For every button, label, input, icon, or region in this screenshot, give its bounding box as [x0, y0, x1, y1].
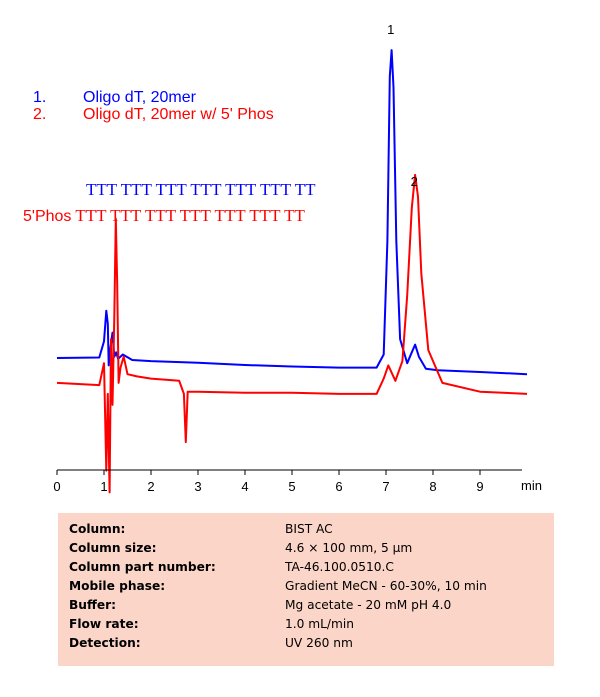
info-value: Gradient MeCN - 60-30%, 10 min	[285, 579, 487, 593]
info-value: TA-46.100.0510.C	[285, 560, 394, 574]
x-tick-layer: 0 1 2 3 4 5 6 7 8 9	[53, 470, 484, 494]
x-tick-label: 6	[335, 479, 342, 494]
peak-label-1: 1	[387, 22, 394, 37]
peak-label-2: 2	[411, 174, 418, 189]
info-row-column-part-number: Column part number: TA-46.100.0510.C	[58, 560, 554, 578]
info-label: Column size:	[69, 541, 157, 555]
x-tick-label: 0	[53, 479, 60, 494]
info-row-mobile-phase: Mobile phase: Gradient MeCN - 60-30%, 10…	[58, 579, 554, 597]
info-row-column: Column: BIST AC	[58, 522, 554, 540]
chromatogram-chart: 0 1 2 3 4 5 6 7 8 9 min 1 2	[53, 22, 542, 494]
x-tick-label: 8	[429, 479, 436, 494]
info-label: Buffer:	[69, 598, 116, 612]
sequence-blue: TTT TTT TTT TTT TTT TTT TT	[86, 180, 316, 200]
info-value: 1.0 mL/min	[285, 617, 355, 631]
info-label: Flow rate:	[69, 617, 139, 631]
x-tick-label: 2	[147, 479, 154, 494]
series-line-2	[56, 173, 528, 494]
info-label: Column part number:	[69, 560, 216, 574]
info-value: BIST AC	[285, 522, 333, 536]
x-tick-label: 7	[382, 479, 389, 494]
legend-text-1: Oligo dT, 20mer	[83, 89, 196, 106]
info-label: Column:	[69, 522, 126, 536]
info-row-buffer: Buffer: Mg acetate - 20 mM pH 4.0	[58, 598, 554, 616]
sequence-red-prefix: 5'Phos	[23, 208, 72, 225]
x-tick-label: 3	[194, 479, 201, 494]
x-tick-label: 4	[241, 479, 248, 494]
sequence-red: 5'Phos TTT TTT TTT TTT TTT TTT TT	[23, 206, 305, 226]
x-axis-label: min	[521, 478, 542, 493]
x-tick-label: 9	[476, 479, 483, 494]
info-label: Mobile phase:	[69, 579, 166, 593]
legend-text-2: Oligo dT, 20mer w/ 5' Phos	[83, 106, 274, 123]
info-row-column-size: Column size: 4.6 × 100 mm, 5 µm	[58, 541, 554, 559]
sequence-blue-text: TTT TTT TTT TTT TTT TTT TT	[86, 180, 316, 199]
info-row-detection: Detection: UV 260 nm	[58, 636, 554, 654]
method-info-table: Column: BIST AC Column size: 4.6 × 100 m…	[58, 513, 554, 666]
x-tick-label: 1	[100, 479, 107, 494]
info-label: Detection:	[69, 636, 141, 650]
legend-number-2: 2.	[33, 106, 47, 123]
series-line-1	[56, 49, 528, 376]
info-value: 4.6 × 100 mm, 5 µm	[285, 541, 413, 555]
info-value: Mg acetate - 20 mM pH 4.0	[285, 598, 452, 612]
info-row-flow-rate: Flow rate: 1.0 mL/min	[58, 617, 554, 635]
series-layer	[56, 49, 528, 494]
sequence-red-text: TTT TTT TTT TTT TTT TTT TT	[75, 206, 305, 225]
info-value: UV 260 nm	[285, 636, 353, 650]
x-tick-label: 5	[288, 479, 295, 494]
legend-number-1: 1.	[33, 89, 47, 106]
